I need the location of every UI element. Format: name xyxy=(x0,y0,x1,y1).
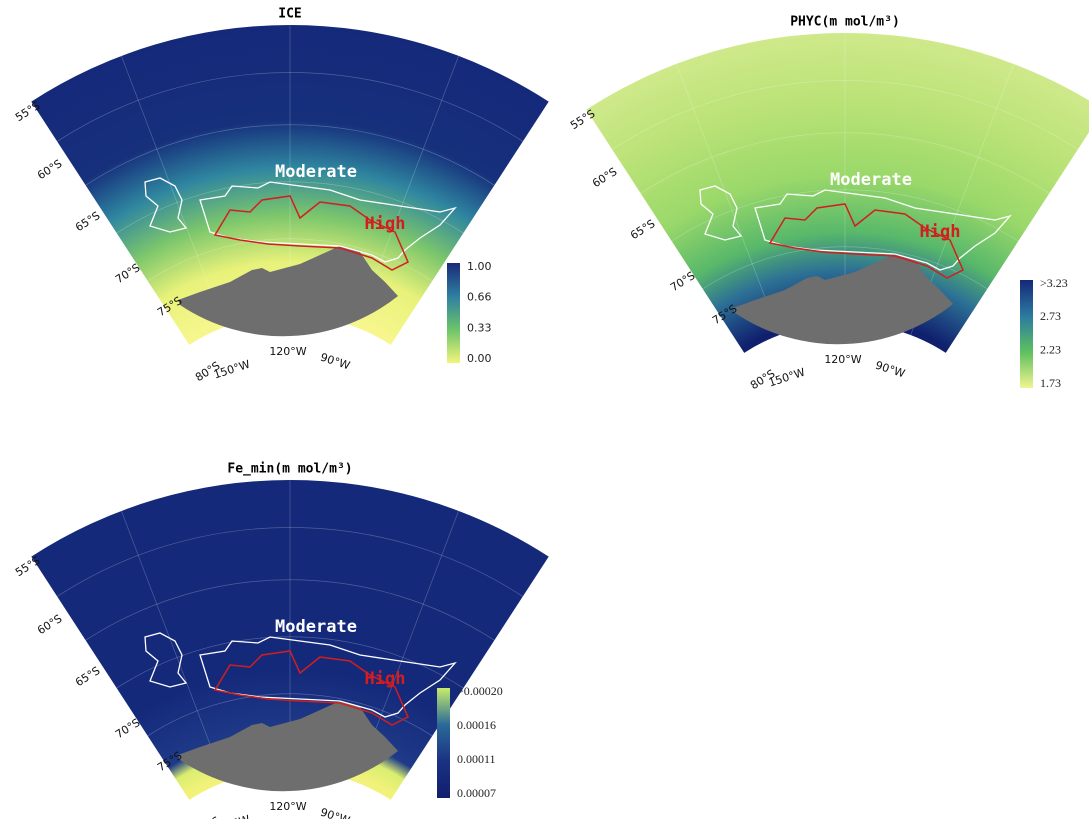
lat-label: 65°S xyxy=(73,664,102,689)
lon-label: 90°W xyxy=(874,359,907,381)
map-panel: PHYC(m mol/m³)55°S60°S65°S70°S75°S80°S15… xyxy=(568,15,1089,393)
lat-label: 60°S xyxy=(590,165,619,190)
lon-label: 120°W xyxy=(824,353,861,366)
colorbar-label: 2.73 xyxy=(1040,309,1061,323)
lat-label: 60°S xyxy=(35,612,64,637)
high-label: High xyxy=(365,214,406,234)
lat-label: 80°S xyxy=(193,814,222,819)
colorbar xyxy=(447,263,460,363)
lon-label: 150°W xyxy=(212,358,252,382)
moderate-label: Moderate xyxy=(830,170,912,190)
panel-title: PHYC(m mol/m³) xyxy=(790,15,900,30)
colorbar-label: >3.23 xyxy=(1040,276,1068,290)
colorbar xyxy=(437,688,450,798)
high-label: High xyxy=(365,669,406,689)
lon-label: 90°W xyxy=(319,806,352,819)
lon-label: 150°W xyxy=(767,366,807,390)
colorbar-label: 2.23 xyxy=(1040,342,1061,356)
colorbar-label: >0.00020 xyxy=(457,684,503,698)
lat-label: 60°S xyxy=(35,157,64,182)
map-panel: Fe_min(m mol/m³)55°S60°S65°S70°S75°S80°S… xyxy=(13,462,549,819)
colorbar-label: 0.00007 xyxy=(457,786,496,800)
colorbar-label: 0.00011 xyxy=(457,752,496,766)
moderate-label: Moderate xyxy=(275,617,357,637)
colorbar xyxy=(1020,280,1033,388)
lon-label: 120°W xyxy=(269,345,306,358)
colorbar-label: 0.00 xyxy=(467,352,492,365)
high-label: High xyxy=(920,222,961,242)
figure: ICE55°S60°S65°S70°S75°S80°S150°W120°W90°… xyxy=(0,0,1089,819)
moderate-label: Moderate xyxy=(275,162,357,182)
panel-title: ICE xyxy=(278,7,301,22)
colorbar-label: 1.00 xyxy=(467,260,492,273)
colorbar-label: 0.66 xyxy=(467,291,492,304)
lat-label: 65°S xyxy=(628,217,657,242)
colorbar-label: 0.00016 xyxy=(457,718,496,732)
lon-label: 120°W xyxy=(269,800,306,813)
colorbar-label: 0.33 xyxy=(467,321,492,334)
colorbar-label: 1.73 xyxy=(1040,376,1061,390)
lat-label: 65°S xyxy=(73,209,102,234)
lon-label: 90°W xyxy=(319,351,352,373)
panel-title: Fe_min(m mol/m³) xyxy=(227,462,352,477)
